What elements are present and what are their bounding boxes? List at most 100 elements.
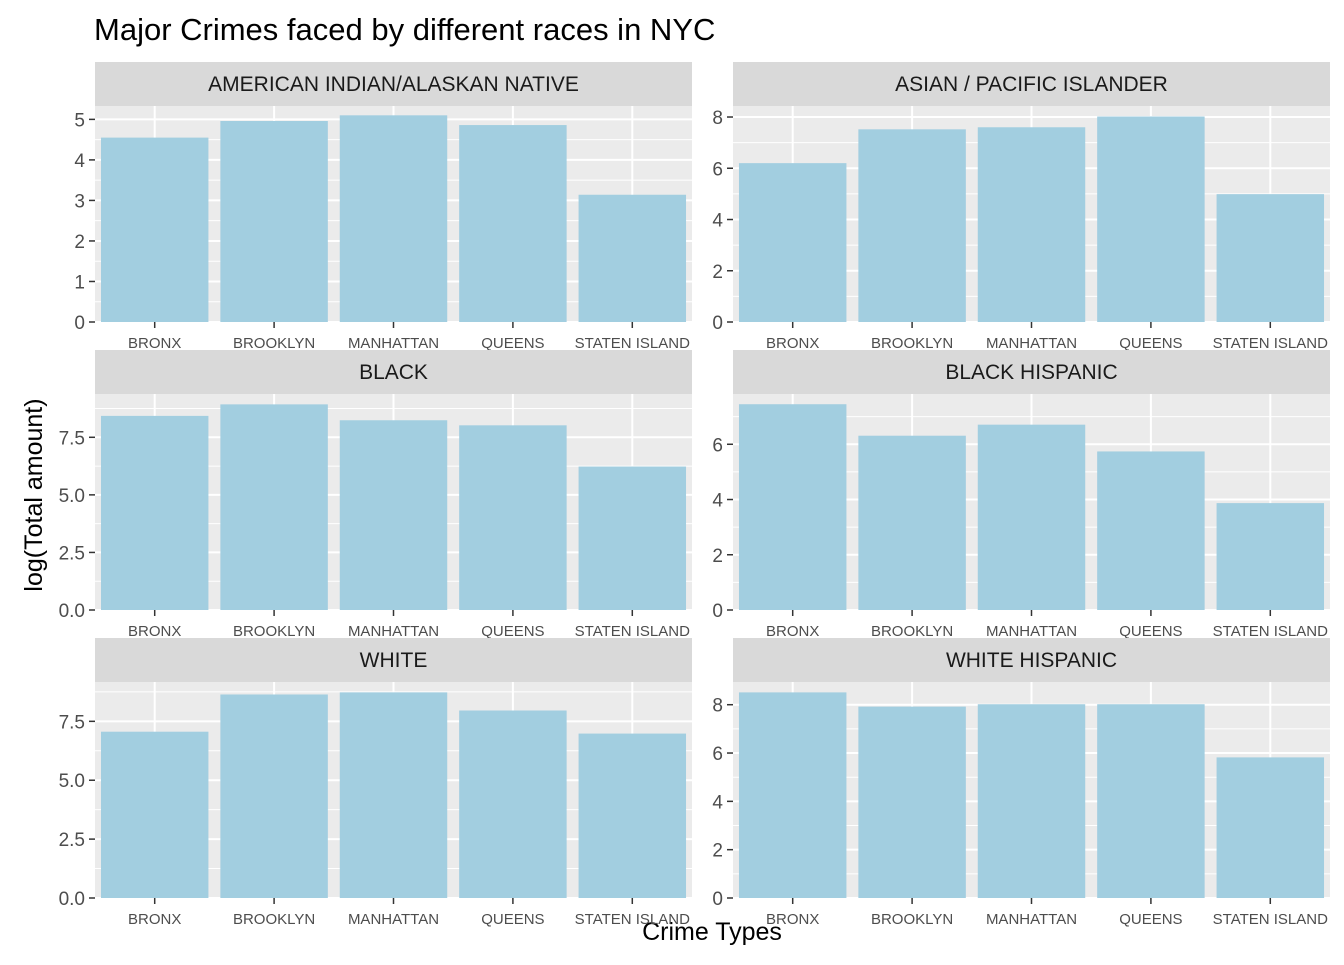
facet-strip xyxy=(95,62,692,106)
x-tick-label: QUEENS xyxy=(481,911,544,928)
facet-panel: AMERICAN INDIAN/ALASKAN NATIVE 0 1 2 3 4 5 BRON… xyxy=(74,62,692,352)
y-tick-label: 0.0 xyxy=(59,601,85,622)
x-tick-label: MANHATTAN xyxy=(348,335,439,352)
x-tick-label: MANHATTAN xyxy=(986,623,1077,640)
x-tick-label: BROOKLYN xyxy=(233,623,315,640)
facet-strip xyxy=(733,350,1330,394)
bar xyxy=(738,692,847,898)
x-tick-label: BROOKLYN xyxy=(871,623,953,640)
y-tick-label: 2 xyxy=(74,232,85,253)
y-tick-label: 4 xyxy=(712,211,723,232)
bar xyxy=(459,425,567,610)
x-tick-label: STATEN ISLAND xyxy=(575,335,690,352)
bar xyxy=(977,127,1086,322)
bar xyxy=(100,731,209,898)
x-tick-label: QUEENS xyxy=(1119,911,1182,928)
y-tick-label: 2 xyxy=(712,546,723,567)
bar xyxy=(977,424,1086,610)
facet-strip xyxy=(733,62,1330,106)
x-tick-label: STATEN ISLAND xyxy=(1213,911,1328,928)
bar xyxy=(738,404,847,610)
y-tick-label: 4 xyxy=(712,491,723,512)
x-tick-label: QUEENS xyxy=(481,623,544,640)
bar xyxy=(459,710,567,898)
y-tick-label: 8 xyxy=(712,696,723,717)
x-tick-label: QUEENS xyxy=(1119,623,1182,640)
facet-panel: ASIAN / PACIFIC ISLANDER 0 2 4 6 8 BRONX BROOKL… xyxy=(712,62,1330,352)
facet-panel: BLACK 0.0 2.5 5.0 7.5 BRONX BROOKLYN MANHATTAN Q… xyxy=(59,350,692,640)
facet-strip xyxy=(95,350,692,394)
y-tick-label: 0 xyxy=(712,601,723,622)
x-tick-label: BRONX xyxy=(766,911,819,928)
y-tick-label: 6 xyxy=(712,435,723,456)
bar xyxy=(1216,503,1325,610)
x-tick-label: BROOKLYN xyxy=(233,911,315,928)
y-tick-label: 0 xyxy=(712,313,723,334)
y-tick-label: 6 xyxy=(712,159,723,180)
bar xyxy=(738,163,847,322)
x-tick-label: STATEN ISLAND xyxy=(1213,623,1328,640)
y-tick-label: 5.0 xyxy=(59,771,85,792)
y-tick-label: 2 xyxy=(712,841,723,862)
x-tick-label: MANHATTAN xyxy=(986,335,1077,352)
x-tick-label: BRONX xyxy=(128,335,181,352)
y-tick-label: 2.5 xyxy=(59,543,85,564)
x-tick-label: MANHATTAN xyxy=(348,623,439,640)
facet-strip-label: WHITE xyxy=(360,649,428,672)
y-tick-label: 6 xyxy=(712,744,723,765)
x-tick-label: MANHATTAN xyxy=(348,911,439,928)
y-tick-label: 2 xyxy=(712,262,723,283)
x-tick-label: BROOKLYN xyxy=(871,335,953,352)
x-axis-title: Crime Types xyxy=(642,918,782,946)
bar xyxy=(858,435,966,610)
bar xyxy=(1097,451,1205,610)
bar xyxy=(578,466,687,610)
bar xyxy=(220,694,328,898)
bar xyxy=(339,420,448,610)
facet-panel: WHITE 0.0 2.5 5.0 7.5 BRONX BROOKLYN MANHATTAN Q… xyxy=(59,638,692,928)
y-axis-title: log(Total amount) xyxy=(20,398,48,591)
y-tick-label: 1 xyxy=(74,272,85,293)
bar xyxy=(459,125,567,322)
x-tick-label: QUEENS xyxy=(1119,335,1182,352)
x-tick-label: STATEN ISLAND xyxy=(575,623,690,640)
y-tick-label: 5.0 xyxy=(59,486,85,507)
facet-strip-label: WHITE HISPANIC xyxy=(946,649,1117,672)
facet-strip xyxy=(95,638,692,682)
y-tick-label: 8 xyxy=(712,108,723,129)
x-tick-label: BRONX xyxy=(766,623,819,640)
x-tick-label: STATEN ISLAND xyxy=(575,911,690,928)
facet-panel: WHITE HISPANIC 0 2 4 6 8 BRONX BROOKLYN MANHATTA… xyxy=(712,638,1330,928)
x-tick-label: BRONX xyxy=(128,623,181,640)
bar xyxy=(578,733,687,898)
bar xyxy=(858,129,966,322)
bar xyxy=(1216,194,1325,322)
bar xyxy=(1097,704,1205,898)
facet-strip-label: ASIAN / PACIFIC ISLANDER xyxy=(895,73,1168,96)
bar xyxy=(578,194,687,322)
bar xyxy=(100,137,209,322)
x-tick-label: STATEN ISLAND xyxy=(1213,335,1328,352)
bar xyxy=(858,706,966,898)
x-tick-label: BRONX xyxy=(766,335,819,352)
bar xyxy=(977,704,1086,898)
bar xyxy=(220,404,328,610)
facet-panel: BLACK HISPANIC 0 2 4 6 BRONX BROOKLYN MANHATTAN… xyxy=(712,350,1330,640)
bar xyxy=(1097,116,1205,322)
x-tick-label: BROOKLYN xyxy=(233,335,315,352)
x-tick-label: QUEENS xyxy=(481,335,544,352)
facet-strip-label: BLACK HISPANIC xyxy=(945,361,1117,384)
x-tick-label: BROOKLYN xyxy=(871,911,953,928)
facet-strip-label: AMERICAN INDIAN/ALASKAN NATIVE xyxy=(208,73,579,96)
bar xyxy=(100,415,209,610)
y-tick-label: 4 xyxy=(74,151,85,172)
y-tick-label: 0.0 xyxy=(59,889,85,910)
y-tick-label: 0 xyxy=(712,889,723,910)
y-tick-label: 4 xyxy=(712,792,723,813)
y-tick-label: 7.5 xyxy=(59,712,85,733)
bar xyxy=(339,115,448,322)
bar xyxy=(339,692,448,898)
x-tick-label: BRONX xyxy=(128,911,181,928)
